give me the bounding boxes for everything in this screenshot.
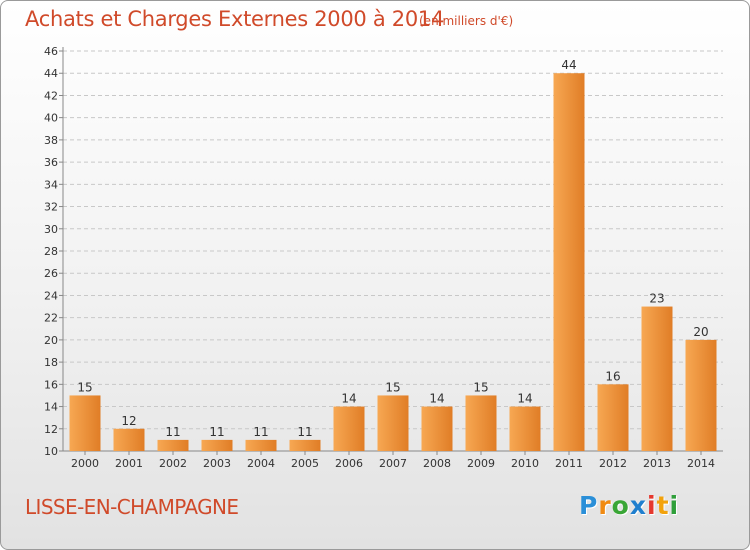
y-tick-label: 38 [44, 134, 58, 147]
data-label: 12 [121, 414, 136, 428]
y-tick-label: 26 [44, 267, 58, 280]
data-label: 20 [693, 325, 708, 339]
x-tick-label: 2010 [511, 457, 539, 470]
x-tick-label: 2012 [599, 457, 627, 470]
x-tick-label: 2006 [335, 457, 363, 470]
data-label: 14 [341, 392, 356, 406]
y-tick-label: 44 [44, 67, 58, 80]
data-label: 11 [297, 425, 312, 439]
y-tick-label: 34 [44, 178, 58, 191]
y-tick-label: 28 [44, 245, 58, 258]
data-label: 11 [253, 425, 268, 439]
x-tick-label: 2005 [291, 457, 319, 470]
bar-2009 [465, 395, 497, 451]
y-tick-label: 18 [44, 356, 58, 369]
bar-2003 [201, 439, 233, 451]
logo-letter: i [647, 491, 657, 520]
logo-letter: i [669, 491, 680, 520]
x-tick-label: 2011 [555, 457, 583, 470]
proxiti-logo[interactable]: Proxiti [579, 491, 679, 520]
data-label: 14 [517, 392, 532, 406]
logo-letter: t [656, 491, 670, 520]
x-tick-label: 2007 [379, 457, 407, 470]
bar-2014 [685, 339, 717, 451]
logo-letter: x [629, 491, 647, 520]
x-tick-label: 2004 [247, 457, 275, 470]
y-tick-label: 24 [44, 289, 58, 302]
x-tick-label: 2001 [115, 457, 143, 470]
data-label: 15 [385, 380, 400, 394]
x-tick-label: 2002 [159, 457, 187, 470]
commune-name: LISSE-EN-CHAMPAGNE [25, 495, 239, 519]
data-label: 15 [77, 380, 92, 394]
data-label: 44 [561, 58, 576, 72]
data-label: 16 [605, 369, 620, 383]
x-tick-label: 2008 [423, 457, 451, 470]
chart-subtitle: (en milliers d'€) [419, 14, 514, 28]
data-label: 15 [473, 380, 488, 394]
y-tick-label: 40 [44, 112, 58, 125]
data-label: 11 [209, 425, 224, 439]
bar-2011 [553, 73, 585, 451]
bar-2012 [597, 384, 629, 451]
data-label: 23 [649, 292, 664, 306]
data-label: 11 [165, 425, 180, 439]
y-tick-label: 20 [44, 334, 58, 347]
x-tick-label: 2000 [71, 457, 99, 470]
bar-2008 [421, 406, 453, 451]
y-tick-label: 46 [44, 45, 58, 58]
bar-2002 [157, 439, 189, 451]
y-tick-label: 14 [44, 401, 58, 414]
x-tick-label: 2014 [687, 457, 715, 470]
data-labels: 15 12 11 11 11 11 14 15 14 15 14 44 16 23 20 [77, 58, 708, 439]
bar-2006 [333, 406, 365, 451]
y-tick-label: 30 [44, 223, 58, 236]
bar-2010 [509, 406, 541, 451]
y-tick-label: 32 [44, 201, 58, 214]
bar-2001 [113, 428, 145, 451]
logo-letter: r [598, 491, 612, 520]
data-label: 14 [429, 392, 444, 406]
chart-title: Achats et Charges Externes 2000 à 2014 [25, 7, 445, 31]
y-tick-label: 36 [44, 156, 58, 169]
y-tick-label: 22 [44, 312, 58, 325]
x-tick-label: 2003 [203, 457, 231, 470]
bar-2000 [69, 395, 101, 451]
y-tick-label: 10 [44, 445, 58, 458]
bar-2004 [245, 439, 277, 451]
x-tick-label: 2013 [643, 457, 671, 470]
bar-2007 [377, 395, 409, 451]
y-tick-label: 16 [44, 378, 58, 391]
bar-2005 [289, 439, 321, 451]
tick-labels: 10 12 14 16 18 20 22 24 26 28 30 32 34 36 38 40 42 44 46 20… [44, 45, 715, 470]
y-tick-label: 42 [44, 89, 58, 102]
x-tick-label: 2009 [467, 457, 495, 470]
y-tick-label: 12 [44, 423, 58, 436]
bars [69, 73, 717, 451]
logo-letter: o [611, 491, 630, 520]
bar-2013 [641, 306, 673, 451]
logo-letter: P [579, 491, 599, 520]
